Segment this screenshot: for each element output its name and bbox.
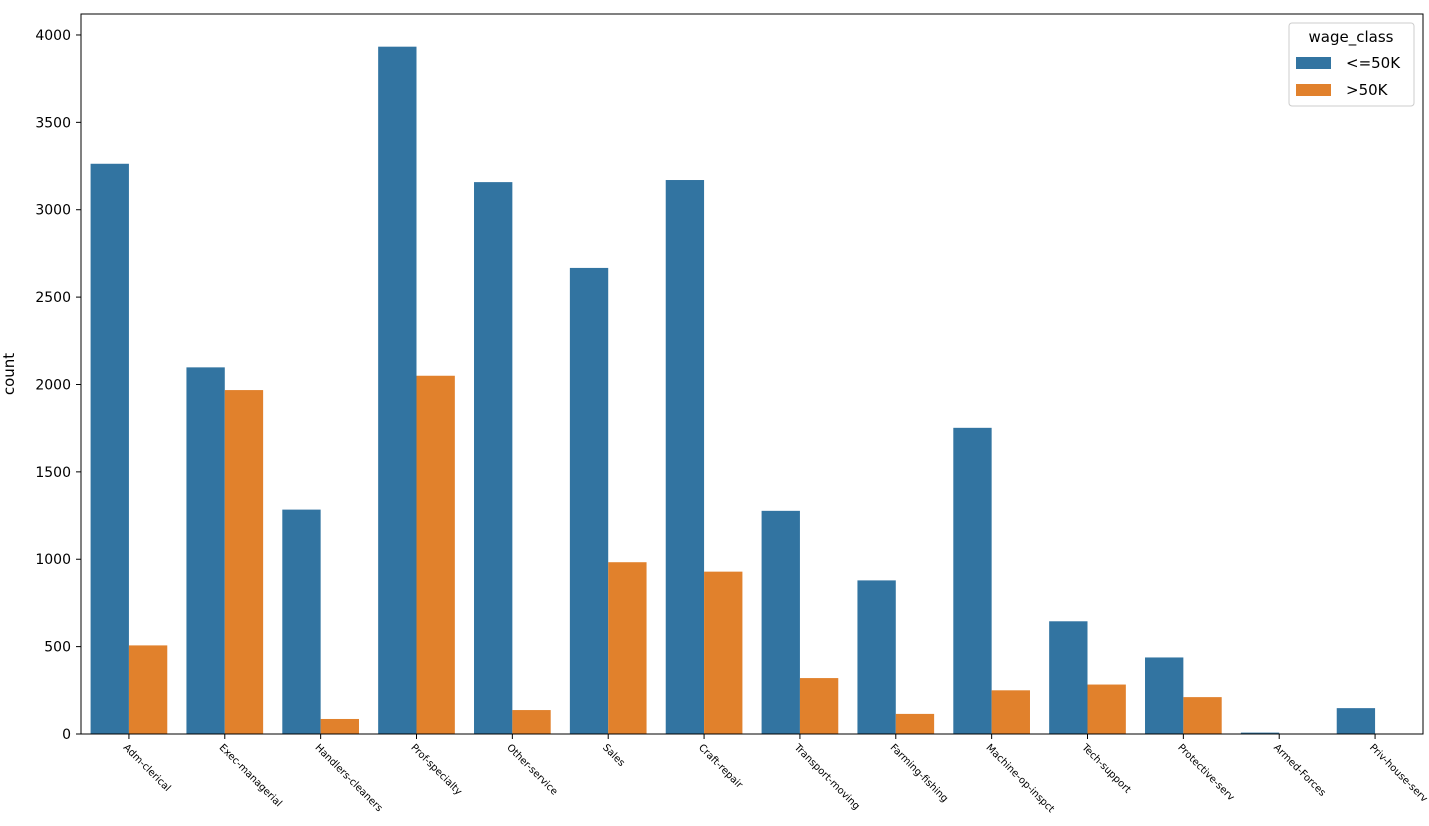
y-tick-label: 1500 [35,465,71,481]
bar [799,678,839,734]
bar [474,182,513,734]
bar [90,163,129,735]
y-tick-label: 500 [44,640,71,656]
y-tick-label: 0 [62,727,71,743]
bar [1145,657,1184,734]
legend: wage_class <=50K >50K [1288,22,1415,107]
bar [512,710,551,734]
x-tick-label: Farming-fishing [888,742,950,804]
x-tick-label: Tech-support [1079,742,1133,796]
bar [282,509,321,734]
bar [416,375,455,734]
legend-label: >50K [1346,81,1389,99]
bar [608,562,647,734]
bar [320,718,359,734]
y-tick-label: 3500 [35,115,71,131]
bar [1049,621,1088,734]
bar [1336,708,1376,734]
bar [953,427,992,734]
y-tick-label: 4000 [35,28,71,44]
x-tick-label: Craft-repair [696,742,745,791]
bar [378,46,417,734]
legend-swatch [1296,57,1331,69]
bar [186,367,225,734]
x-axis: Adm-clerical Exec-managerial Handlers-clea… [121,734,1429,815]
x-tick-label: Protective-serv [1175,742,1236,803]
bar [1183,697,1222,734]
bar [1087,684,1126,734]
bar [224,390,264,734]
plot-frame [80,13,1424,735]
x-tick-label: Exec-managerial [217,742,284,809]
x-tick-label: Prof-specialty [408,742,463,797]
x-tick-label: Adm-clerical [121,742,173,794]
x-tick-label: Sales [600,742,627,769]
y-axis: 0 500 1000 1500 2000 2500 3000 3500 4000 [35,28,81,743]
bar [991,690,1030,734]
bar [857,580,896,734]
x-tick-label: Handlers-cleaners [313,742,385,814]
bar [569,267,609,734]
bar [665,180,705,735]
bars-layer [90,46,1414,735]
y-tick-label: 2000 [35,377,71,393]
x-tick-label: Priv-house-serv [1367,742,1429,804]
legend-title: wage_class [1309,28,1394,47]
x-tick-label: Armed-Forces [1271,742,1328,799]
bar [761,510,800,734]
y-tick-label: 3000 [35,203,71,219]
x-tick-label: Other-service [504,742,559,797]
bar [128,645,168,734]
x-tick-label: Machine-op-inspct [984,742,1057,815]
bar [1240,732,1280,734]
bar [704,571,743,734]
bar [895,713,935,734]
y-axis-label: count [0,353,18,395]
y-tick-label: 2500 [35,290,71,306]
legend-swatch [1296,84,1331,96]
x-tick-label: Transport-moving [791,742,862,813]
legend-label: <=50K [1346,54,1401,72]
y-tick-label: 1000 [35,552,71,568]
